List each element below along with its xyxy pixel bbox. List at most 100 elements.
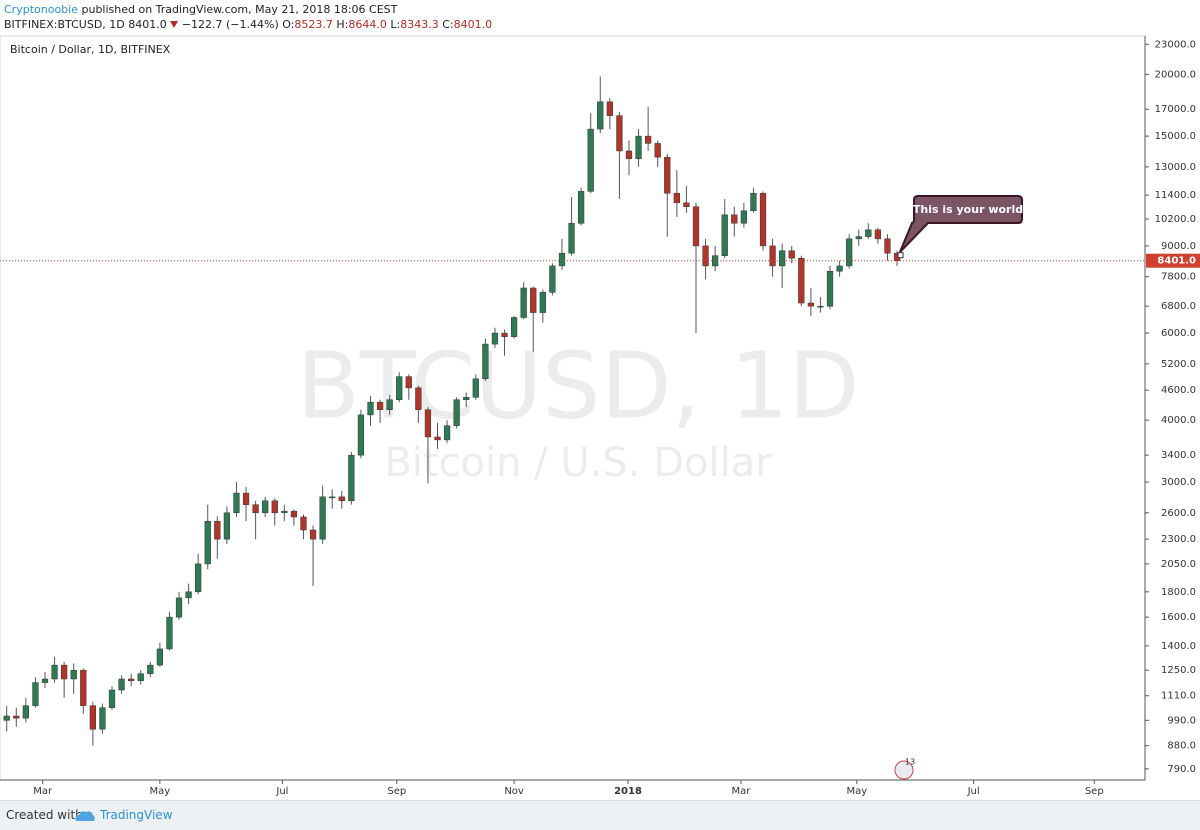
author: Cryptonoobie xyxy=(4,3,78,16)
candle-body xyxy=(463,397,470,400)
annotation: This is your world xyxy=(899,195,1023,253)
y-tick-label: 1800.0 xyxy=(1161,587,1196,598)
candle-body xyxy=(702,245,709,267)
last-point-marker xyxy=(897,252,904,259)
open: 8523.7 xyxy=(294,18,333,31)
candle-body xyxy=(434,436,441,441)
symbol: BITFINEX:BTCUSD, 1D xyxy=(4,18,125,31)
candle-body xyxy=(80,669,87,706)
candle-body xyxy=(597,101,604,130)
candle-body xyxy=(510,317,518,337)
candle-body xyxy=(396,376,403,400)
candle-body xyxy=(549,265,556,293)
x-tick-label: Nov xyxy=(504,786,524,797)
y-tick-label: 790.0 xyxy=(1167,764,1196,775)
low-label: L: xyxy=(390,18,401,31)
candle-body xyxy=(357,414,365,456)
candle-body xyxy=(309,529,317,540)
y-tick-label: 6000.0 xyxy=(1161,328,1196,339)
plot-frame xyxy=(0,35,1146,781)
chart-title: Bitcoin / Dollar, 1D, BITFINEX xyxy=(10,43,171,56)
y-tick-label: 11400.0 xyxy=(1155,190,1196,201)
candle-body xyxy=(798,257,805,304)
low: 8343.3 xyxy=(400,18,439,31)
candle-body xyxy=(108,689,116,708)
annotation-callout xyxy=(899,195,1023,253)
candle-body xyxy=(692,206,700,247)
published: published on TradingView.com, May 21, 20… xyxy=(81,3,398,16)
candle-body xyxy=(13,715,20,719)
candle-body xyxy=(568,223,575,254)
last: 8401.0 xyxy=(128,18,167,31)
x-tick-label: May xyxy=(150,786,171,797)
candle-body xyxy=(846,238,853,267)
close: 8401.0 xyxy=(453,18,493,31)
candle-body xyxy=(118,678,125,691)
candle-body xyxy=(415,387,422,410)
y-tick-label: 4000.0 xyxy=(1161,415,1196,426)
publish-line: Cryptonoobie published on TradingView.co… xyxy=(4,2,492,17)
candle-body xyxy=(807,302,815,307)
y-tick-label: 1400.0 xyxy=(1161,641,1196,652)
brand-logo xyxy=(75,811,95,821)
y-tick-label: 1250.0 xyxy=(1161,665,1196,676)
candle-body xyxy=(3,715,10,721)
candle-body xyxy=(769,245,776,267)
candle-body xyxy=(367,401,374,416)
candle-body xyxy=(32,682,39,706)
candle-body xyxy=(606,101,613,116)
candle-body xyxy=(175,597,183,618)
high-label: H: xyxy=(336,18,349,31)
candle-body xyxy=(539,292,546,313)
y-tick-label: 20000.0 xyxy=(1155,69,1196,80)
candle-body xyxy=(386,399,393,410)
open-label: O: xyxy=(282,18,295,31)
y-tick-label: 3400.0 xyxy=(1161,450,1196,461)
y-tick-label: 2050.0 xyxy=(1161,559,1196,570)
candle-body xyxy=(453,399,460,426)
change: −122.7 (−1.44%) xyxy=(181,18,279,31)
last-price-box xyxy=(1146,253,1200,268)
candle-body xyxy=(616,115,623,152)
brand: TradingView xyxy=(100,808,173,822)
y-tick-label: 2600.0 xyxy=(1161,508,1196,519)
watermark: BTCUSD, 1D xyxy=(297,332,860,439)
candle-body xyxy=(654,143,661,158)
candle-body xyxy=(166,616,173,650)
candle-body xyxy=(443,425,451,441)
candle-body xyxy=(836,265,843,272)
y-tick-label: 23000.0 xyxy=(1155,39,1196,50)
candle-body xyxy=(664,156,671,194)
candle-body xyxy=(128,678,135,682)
candle-body xyxy=(61,664,68,680)
candle-body xyxy=(587,128,594,192)
candle-body xyxy=(41,678,49,683)
candle-body xyxy=(137,673,144,682)
event-marker: 13 xyxy=(894,758,915,780)
candle-body xyxy=(788,250,795,259)
candle-body xyxy=(281,510,288,514)
event-count: 13 xyxy=(905,758,915,767)
candle-body xyxy=(290,510,298,518)
candle-body xyxy=(472,378,479,398)
candle-body xyxy=(740,210,747,224)
candle-body xyxy=(319,496,326,540)
candle-body xyxy=(712,255,719,267)
y-tick-label: 2300.0 xyxy=(1161,534,1196,545)
x-tick-label: Mar xyxy=(33,786,53,797)
down-arrow xyxy=(170,21,179,28)
x-tick-label: Sep xyxy=(387,786,406,797)
y-tick-label: 10200.0 xyxy=(1155,214,1196,225)
y-tick-label: 990.0 xyxy=(1167,715,1196,726)
x-tick-label: Jul xyxy=(967,786,980,797)
candle-body xyxy=(683,202,690,207)
candle-body xyxy=(826,270,834,307)
x-tick-label: May xyxy=(846,786,867,797)
candle-body xyxy=(759,192,767,247)
candle-body xyxy=(558,252,566,267)
x-tick-label: 2018 xyxy=(614,786,642,797)
candle-body xyxy=(376,401,384,410)
candle-body xyxy=(89,705,96,730)
candle-body xyxy=(22,705,29,719)
candle-body xyxy=(520,287,527,318)
